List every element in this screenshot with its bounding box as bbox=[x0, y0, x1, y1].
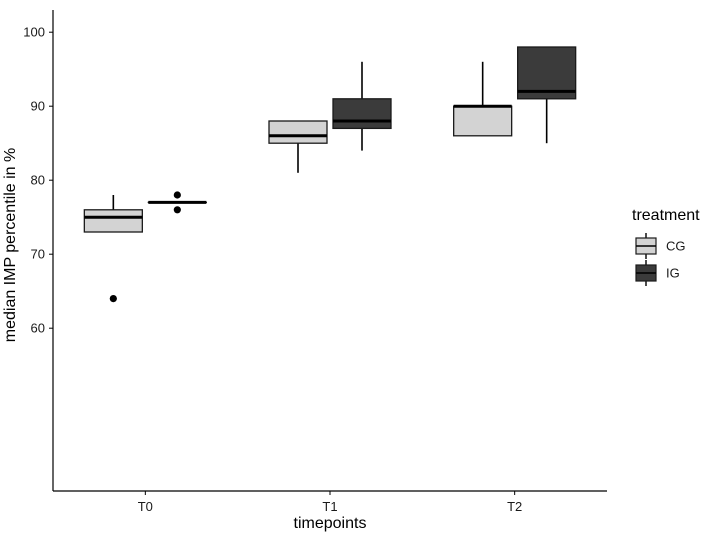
y-axis-title: median IMP percentile in % bbox=[2, 148, 19, 342]
y-tick-label: 80 bbox=[31, 173, 45, 188]
box-cg-t1 bbox=[268, 120, 328, 173]
legend-title: treatment bbox=[632, 207, 700, 224]
y-tick-label: 100 bbox=[23, 25, 45, 40]
box-cg-t2 bbox=[453, 61, 513, 137]
x-tick-label: T1 bbox=[322, 499, 337, 514]
box-body bbox=[83, 209, 143, 233]
legend-label-ig: IG bbox=[666, 266, 680, 281]
box-body bbox=[268, 120, 328, 144]
axes: 60 70 80 90 100 T0 T1 T2 bbox=[23, 10, 607, 514]
y-tick-label: 90 bbox=[31, 99, 45, 114]
box-body bbox=[332, 98, 392, 130]
outlier-point bbox=[173, 206, 181, 214]
outlier-point bbox=[173, 191, 181, 199]
plot-area bbox=[83, 46, 577, 303]
box-body bbox=[453, 105, 513, 137]
y-tick-label: 70 bbox=[31, 247, 45, 262]
legend: treatment CG IG bbox=[632, 207, 700, 286]
box-cg-t0 bbox=[83, 195, 143, 303]
box-ig-t1 bbox=[332, 61, 392, 151]
x-tick-label: T2 bbox=[507, 499, 522, 514]
y-tick-label: 60 bbox=[31, 321, 45, 336]
outlier-point bbox=[109, 295, 117, 303]
box-ig-t0 bbox=[147, 191, 207, 214]
x-axis-title: timepoints bbox=[294, 515, 367, 532]
legend-label-cg: CG bbox=[666, 239, 686, 254]
box-ig-t2 bbox=[517, 46, 577, 144]
x-tick-label: T0 bbox=[138, 499, 153, 514]
